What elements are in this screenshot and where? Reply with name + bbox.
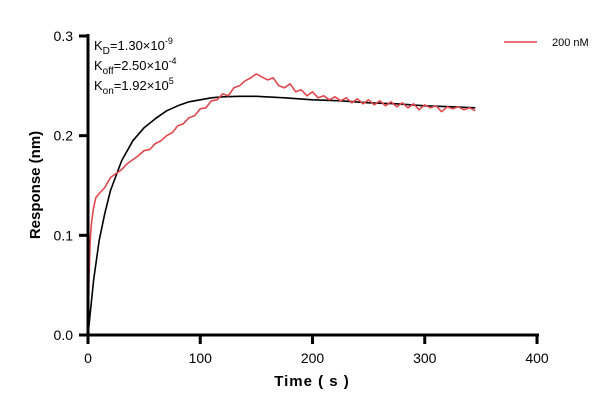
x-tick-label: 200 [301,350,325,366]
legend: 200 nM [504,37,589,49]
kinetic-constant-on: Kon=1.92×105 [94,76,174,97]
y-tick-label: 0.0 [54,327,74,343]
x-axis-label: Time ( s ) [274,373,350,390]
x-tick-label: 400 [525,350,549,366]
plot-area [87,73,476,336]
kinetic-constant-off: Koff=2.50×10-4 [94,56,177,77]
y-tick-label: 0.1 [54,227,74,243]
series-200nm-line [87,73,476,336]
x-tick-label: 100 [189,350,213,366]
x-tick-label: 300 [413,350,437,366]
y-tick-label: 0.2 [54,128,74,144]
x-tick-label: 0 [84,350,92,366]
legend-label-200nm: 200 nM [552,37,589,49]
y-tick-label: 0.3 [54,28,74,44]
y-axis-label: Response (nm) [27,131,44,239]
fit-curve-line [87,95,476,336]
ticks: 0 100 200 300 400 0.0 0.1 0.2 0.3 [54,28,549,366]
kinetic-constant-d: KD=1.30×10-9 [94,36,173,57]
